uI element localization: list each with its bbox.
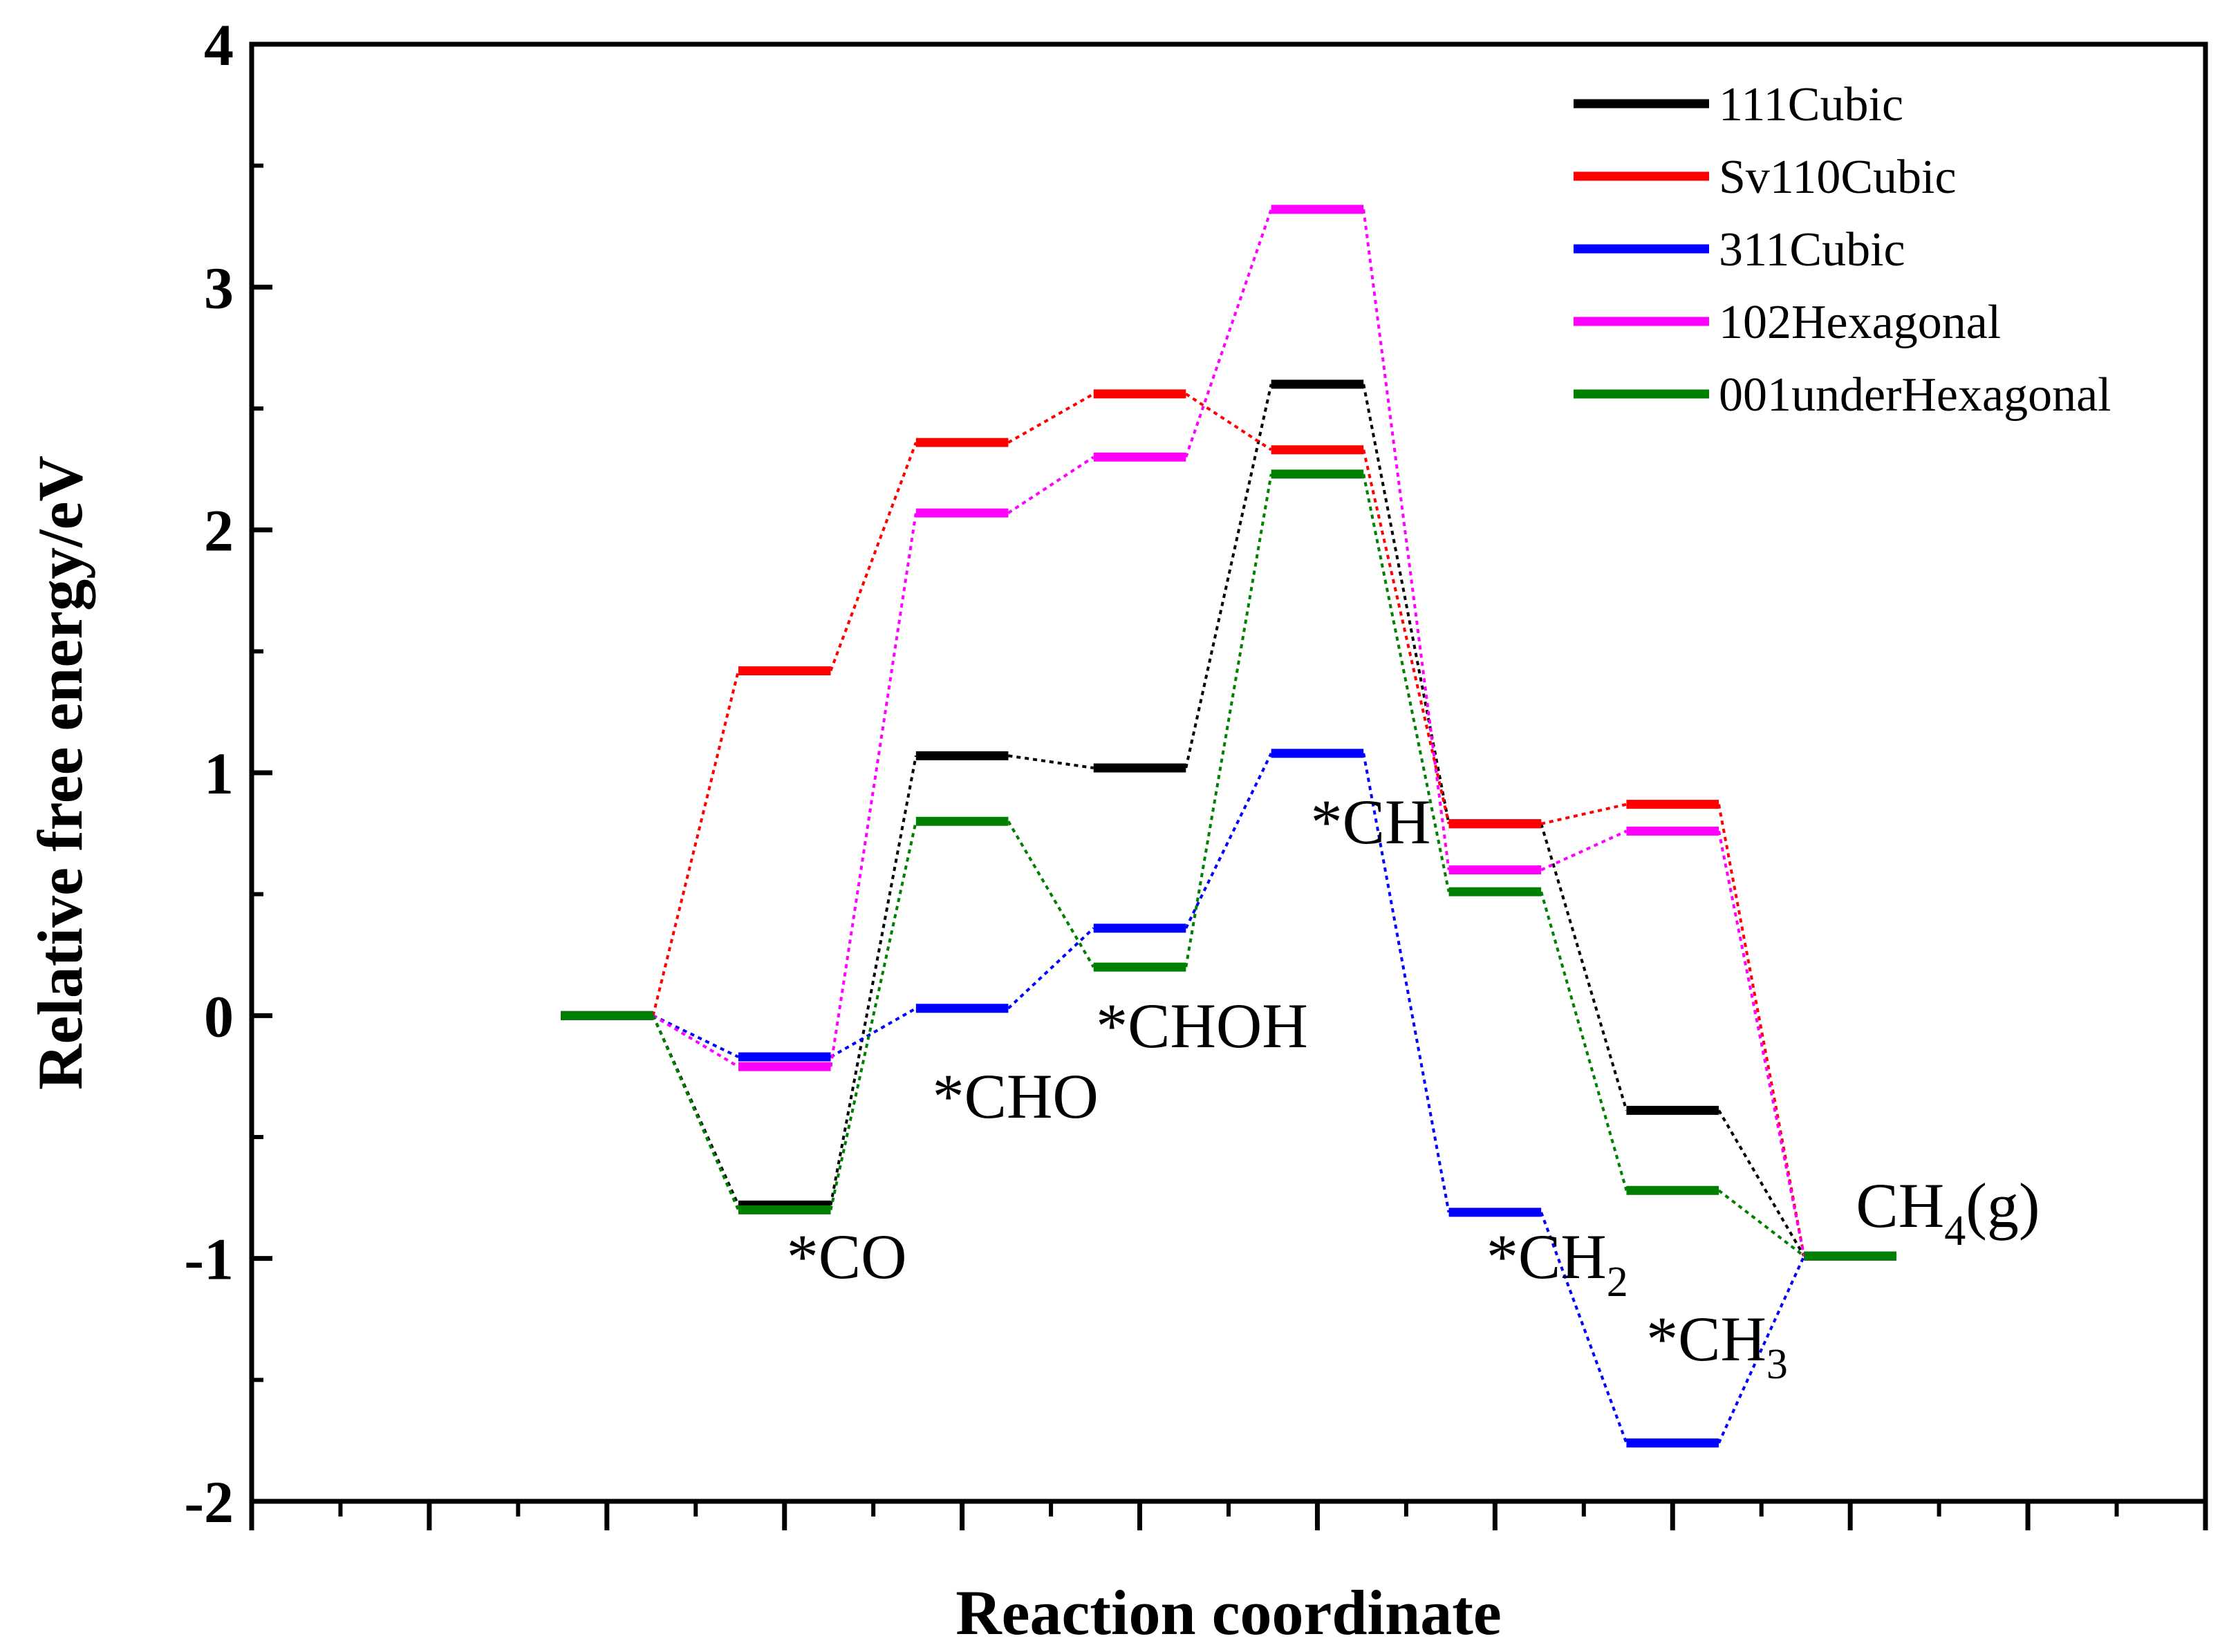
connector-111Cubic-3 (1184, 384, 1273, 769)
state-label-ch: *CH (1311, 787, 1431, 857)
legend-label-001underHexagonal: 001underHexagonal (1719, 368, 2111, 422)
connector-001underHexagonal-6 (1717, 1189, 1805, 1257)
connector-lines (651, 209, 1806, 1444)
y-tick-label: 2 (204, 498, 234, 564)
connector-102Hexagonal-5 (1540, 829, 1627, 872)
y-tick-label: 1 (204, 740, 234, 807)
y-tick-label: 0 (204, 983, 234, 1049)
state-label-ch2: *CH2 (1486, 1221, 1628, 1306)
connector-311Cubic-4 (1362, 753, 1451, 1213)
connector-001underHexagonal-0 (651, 1015, 740, 1211)
connector-Sv110Cubic-1 (829, 442, 917, 672)
connector-311Cubic-2 (1007, 927, 1095, 1010)
connector-311Cubic-1 (830, 1007, 917, 1058)
connector-102Hexagonal-1 (829, 512, 917, 1067)
connector-111Cubic-5 (1540, 823, 1628, 1111)
connector-102Hexagonal-6 (1717, 830, 1806, 1257)
state-label-cho: *CHO (933, 1061, 1099, 1132)
connector-Sv110Cubic-2 (1007, 393, 1094, 444)
y-tick-label: 3 (204, 254, 234, 321)
connector-Sv110Cubic-0 (651, 670, 740, 1016)
connector-111Cubic-6 (1717, 1109, 1806, 1257)
connector-Sv110Cubic-6 (1717, 804, 1806, 1257)
y-tick-label: 4 (204, 12, 234, 78)
connector-001underHexagonal-2 (1007, 820, 1095, 968)
x-axis-title: Reaction coordinate (955, 1577, 1502, 1648)
connector-Sv110Cubic-3 (1185, 393, 1272, 451)
connector-102Hexagonal-3 (1184, 209, 1273, 458)
connector-001underHexagonal-5 (1540, 891, 1628, 1191)
y-axis: -2 -1 0 1 2 3 4 (184, 12, 272, 1535)
state-label-choh: *CHOH (1096, 991, 1308, 1061)
state-label-ch4: CH4(g) (1856, 1170, 2040, 1255)
legend-label-Sv110Cubic: Sv110Cubic (1719, 151, 1957, 204)
connector-311Cubic-6 (1717, 1255, 1806, 1444)
connector-102Hexagonal-2 (1007, 456, 1094, 514)
legend-label-111Cubic: 111Cubic (1719, 78, 1903, 131)
state-label-ch3: *CH3 (1646, 1304, 1788, 1388)
plot-frame (249, 41, 2208, 1504)
energy-levels (561, 205, 1896, 1448)
x-axis (249, 1501, 2208, 1530)
connector-Sv110Cubic-5 (1540, 802, 1627, 825)
legend: 111Cubic Sv110Cubic 311Cubic 102Hexagonal 00… (1574, 78, 2111, 422)
state-label-co: *CO (787, 1221, 907, 1292)
connector-311Cubic-0 (652, 1014, 739, 1058)
legend-label-102Hexagonal: 102Hexagonal (1719, 296, 2001, 349)
connector-102Hexagonal-4 (1362, 209, 1451, 870)
connector-311Cubic-3 (1184, 753, 1273, 929)
connector-001underHexagonal-3 (1184, 473, 1273, 968)
connector-111Cubic-1 (829, 755, 917, 1205)
y-axis-title: Relative free energy/eV (25, 456, 95, 1090)
y-tick-label: -1 (184, 1226, 234, 1293)
y-tick-label: -2 (184, 1469, 234, 1535)
connector-111Cubic-0 (651, 1015, 740, 1206)
connector-111Cubic-4 (1362, 384, 1451, 825)
legend-label-311Cubic: 311Cubic (1719, 223, 1905, 276)
state-labels: *CO *CHO*CHOH *CH *CH2*CH3 CH4(g) (787, 787, 2040, 1388)
connector-Sv110Cubic-4 (1362, 449, 1451, 825)
connector-111Cubic-2 (1008, 754, 1094, 769)
